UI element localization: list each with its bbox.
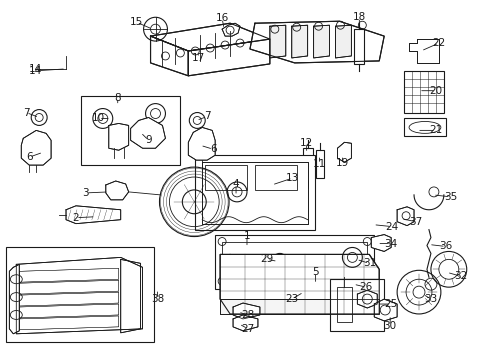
Text: 3: 3 (82, 188, 89, 198)
Polygon shape (220, 255, 379, 314)
Bar (205, 165, 246, 190)
Bar (302, 148, 312, 180)
Polygon shape (357, 290, 376, 308)
Polygon shape (335, 25, 351, 58)
Polygon shape (408, 39, 438, 63)
Bar (254, 165, 296, 190)
Ellipse shape (408, 121, 440, 133)
Text: 30: 30 (383, 321, 396, 331)
Polygon shape (233, 315, 257, 331)
Polygon shape (396, 207, 413, 226)
Text: 21: 21 (428, 125, 442, 135)
Polygon shape (105, 181, 128, 200)
Text: 9: 9 (145, 135, 152, 145)
Polygon shape (222, 23, 240, 36)
Polygon shape (249, 21, 384, 63)
Polygon shape (220, 299, 379, 314)
Polygon shape (373, 299, 396, 321)
Bar (354, 29, 364, 64)
Text: 15: 15 (130, 17, 143, 27)
Text: 7: 7 (203, 112, 210, 121)
Polygon shape (337, 142, 351, 162)
Text: 16: 16 (215, 13, 228, 23)
Text: 37: 37 (408, 217, 422, 227)
Text: 24: 24 (385, 222, 398, 231)
Text: 33: 33 (424, 294, 437, 304)
Text: 12: 12 (300, 138, 313, 148)
Text: 1: 1 (243, 230, 250, 240)
Bar (6, 247, 153, 342)
Text: 22: 22 (431, 38, 445, 48)
Polygon shape (188, 127, 215, 160)
Polygon shape (188, 39, 269, 76)
Text: 28: 28 (241, 310, 254, 320)
Bar (315, 150, 323, 178)
Text: 2: 2 (73, 213, 79, 223)
Text: 7: 7 (23, 108, 29, 117)
Bar (403, 118, 445, 136)
Text: 26: 26 (359, 282, 372, 292)
Bar (222, 242, 366, 281)
Polygon shape (16, 257, 142, 334)
Polygon shape (150, 23, 269, 51)
Text: 31: 31 (362, 258, 375, 268)
Text: 18: 18 (352, 12, 365, 22)
Polygon shape (370, 235, 390, 251)
Text: 38: 38 (151, 294, 164, 304)
Polygon shape (21, 130, 51, 165)
Text: 4: 4 (232, 179, 239, 189)
Text: 19: 19 (335, 158, 348, 168)
Polygon shape (9, 264, 19, 334)
Text: 34: 34 (384, 239, 397, 248)
Text: 10: 10 (92, 113, 105, 123)
Bar (195, 155, 314, 230)
Text: 17: 17 (191, 53, 204, 63)
Text: 11: 11 (312, 159, 325, 169)
Polygon shape (291, 25, 307, 58)
Text: 25: 25 (384, 299, 397, 309)
Text: 6: 6 (209, 144, 216, 154)
Text: 6: 6 (26, 152, 33, 162)
Bar (403, 71, 443, 113)
Polygon shape (130, 117, 165, 148)
Text: 14: 14 (28, 66, 42, 76)
Polygon shape (233, 303, 260, 319)
Text: 13: 13 (285, 173, 299, 183)
Bar (81, 96, 180, 165)
Text: 8: 8 (114, 93, 121, 103)
Text: 29: 29 (260, 255, 273, 264)
Polygon shape (150, 36, 188, 76)
Text: 23: 23 (285, 294, 298, 304)
Bar (337, 287, 352, 322)
Polygon shape (313, 25, 329, 58)
Bar (329, 279, 384, 331)
Polygon shape (269, 25, 285, 58)
Polygon shape (108, 123, 128, 150)
Polygon shape (66, 206, 121, 224)
Text: 5: 5 (312, 267, 318, 277)
Text: 32: 32 (453, 271, 467, 281)
Bar (215, 235, 373, 289)
Text: 35: 35 (443, 192, 456, 202)
Text: 20: 20 (428, 86, 442, 96)
Text: 14: 14 (28, 64, 42, 74)
Text: 27: 27 (241, 324, 254, 334)
Text: 36: 36 (438, 242, 451, 252)
